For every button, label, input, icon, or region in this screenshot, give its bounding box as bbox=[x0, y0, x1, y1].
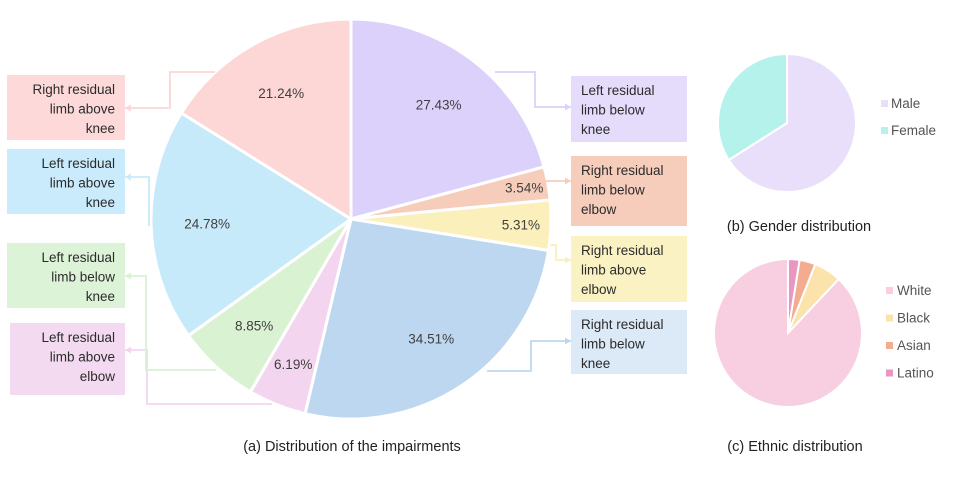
legend-swatch-asian bbox=[886, 342, 893, 349]
callout-label-line: elbow bbox=[581, 282, 617, 297]
caption-ethnic: (c) Ethnic distribution bbox=[727, 439, 862, 455]
data-label-right-residual-limb-above-knee: 21.24% bbox=[258, 86, 304, 101]
callout-label-line: Left residual bbox=[41, 250, 115, 265]
data-label-left-residual-limb-above-elbow: 6.19% bbox=[274, 357, 312, 372]
legend-label-asian: Asian bbox=[897, 338, 931, 353]
leader-arrow-left-residual-limb-above-knee bbox=[125, 173, 131, 181]
callout-label-line: limb above bbox=[50, 350, 115, 365]
legend-swatch-male bbox=[881, 100, 888, 107]
callout-box-right-residual-limb-above-knee bbox=[7, 75, 125, 140]
callout-label-line: elbow bbox=[581, 202, 617, 217]
leader-arrow-right-residual-limb-above-knee bbox=[125, 104, 131, 112]
callout-label-line: Left residual bbox=[41, 156, 115, 171]
pie-slice-female-gender bbox=[717, 53, 788, 161]
caption-gender: (b) Gender distribution bbox=[727, 219, 871, 235]
callout-label-line: limb below bbox=[51, 270, 115, 285]
callout-label-line: limb above bbox=[581, 263, 646, 278]
leader-line-right-residual-limb-above-elbow bbox=[550, 244, 571, 261]
leader-line-left-residual-limb-below-knee bbox=[495, 71, 571, 108]
impairments-pie-chart: Left residual limb below knee 27.43% Right r… bbox=[7, 17, 687, 455]
ethnic-pie-chart: White Black Asian Latino (c) Ethnic distribu… bbox=[713, 257, 934, 455]
callout-label-line: limb above bbox=[50, 102, 115, 117]
callout-label-line: limb below bbox=[581, 337, 645, 352]
pie-slice-male-gender bbox=[727, 53, 857, 193]
callout-label-line: Right residual bbox=[581, 163, 664, 178]
leader-arrow-left-residual-limb-below-knee bbox=[125, 272, 131, 280]
legend-label-male: Male bbox=[891, 96, 920, 111]
callout-label-line: limb below bbox=[581, 183, 645, 198]
leader-arrow-right-residual-limb-below-knee bbox=[565, 337, 571, 345]
legend-swatch-latino bbox=[886, 369, 893, 377]
callout-label-line: limb below bbox=[581, 103, 645, 118]
callout-label-line: limb above bbox=[50, 176, 115, 191]
callout-box-left-residual-limb-below-knee bbox=[571, 76, 687, 142]
leader-line-right-residual-limb-below-knee bbox=[487, 340, 571, 372]
callout-label-line: Left residual bbox=[41, 330, 115, 345]
callout-label-line: Left residual bbox=[581, 83, 655, 98]
pie-slice-latino-ethnic bbox=[787, 257, 801, 334]
callout-label-line: Right residual bbox=[581, 317, 664, 332]
pie-slice-right-residual-limb-above-knee-a bbox=[179, 17, 353, 221]
callout-label-line: knee bbox=[86, 289, 115, 304]
data-label-left-residual-limb-above-knee: 24.78% bbox=[184, 217, 230, 232]
leader-line-left-residual-limb-above-elbow bbox=[125, 349, 272, 405]
data-label-right-residual-limb-below-elbow: 3.54% bbox=[505, 181, 543, 196]
legend-swatch-white bbox=[886, 287, 893, 294]
legend-label-black: Black bbox=[897, 311, 930, 326]
leader-line-left-residual-limb-below-knee bbox=[125, 275, 216, 371]
callout-box-left-residual-limb-above-elbow bbox=[10, 323, 125, 395]
callout-label-line: knee bbox=[86, 121, 115, 136]
pie-slice-left-residual-limb-above-knee-a bbox=[149, 111, 353, 338]
callout-label-line: elbow bbox=[80, 369, 116, 384]
data-label-left-residual-limb-below-knee: 27.43% bbox=[416, 98, 462, 113]
callout-box-right-residual-limb-below-knee bbox=[571, 310, 687, 374]
callout-box-right-residual-limb-below-elbow bbox=[571, 156, 687, 226]
leader-arrow-left-residual-limb-below-knee bbox=[565, 103, 571, 111]
data-label-right-residual-limb-above-elbow: 5.31% bbox=[502, 217, 540, 232]
gender-pie-chart: Male Female (b) Gender distribution bbox=[717, 53, 936, 235]
legend-label-white: White bbox=[897, 283, 932, 298]
leader-line-left-residual-limb-above-knee bbox=[125, 176, 150, 226]
callout-label-line: knee bbox=[86, 195, 115, 210]
callout-label-line: knee bbox=[581, 122, 610, 137]
callout-box-right-residual-limb-above-elbow bbox=[571, 236, 687, 302]
callout-label-line: knee bbox=[581, 356, 610, 371]
leader-line-right-residual-limb-above-knee bbox=[125, 71, 215, 109]
callout-box-left-residual-limb-above-knee bbox=[7, 149, 125, 214]
leader-arrow-right-residual-limb-above-elbow bbox=[565, 256, 571, 264]
legend-label-latino: Latino bbox=[897, 366, 934, 381]
pie-slice-right-residual-limb-below-knee-a bbox=[303, 217, 551, 421]
data-label-left-residual-limb-below-knee: 8.85% bbox=[235, 319, 273, 334]
legend-label-female: Female bbox=[891, 123, 936, 138]
callout-label-line: Right residual bbox=[581, 243, 664, 258]
callout-label-line: Right residual bbox=[32, 82, 115, 97]
caption-impairments: (a) Distribution of the impairments bbox=[243, 439, 461, 455]
leader-arrow-left-residual-limb-above-elbow bbox=[125, 346, 131, 354]
pie-slice-left-residual-limb-below-knee-a bbox=[349, 17, 546, 221]
legend-swatch-black bbox=[886, 314, 893, 322]
legend-swatch-female bbox=[881, 127, 888, 134]
callout-box-left-residual-limb-below-knee bbox=[7, 243, 125, 308]
leader-arrow-right-residual-limb-below-elbow bbox=[565, 177, 571, 185]
data-label-right-residual-limb-below-knee: 34.51% bbox=[408, 332, 454, 347]
